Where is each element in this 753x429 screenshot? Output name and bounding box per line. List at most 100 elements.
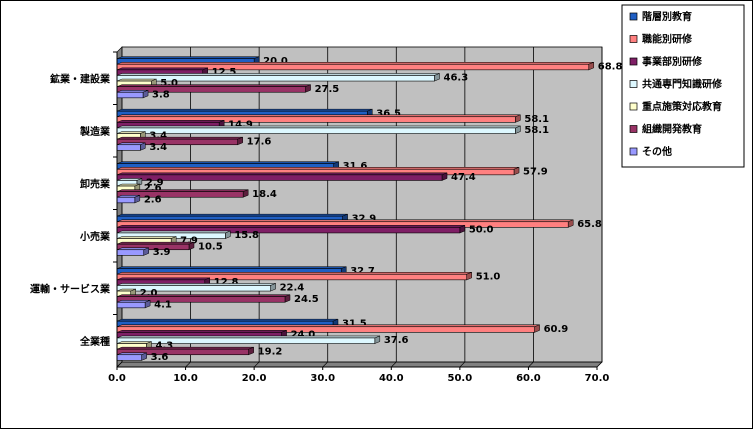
data-label: 4.1 [154,299,172,310]
floor-gridline [459,361,466,368]
data-label: 2.9 [146,178,164,189]
x-tick-label: 60.0 [516,373,541,384]
data-label: 17.6 [247,136,272,147]
legend-entry: 階層別教育 [642,10,692,23]
bar-top-face [116,213,348,217]
legend-entry: 共通専門知識研修 [642,78,723,91]
x-tick-label: 40.0 [379,373,404,384]
data-label: 18.4 [252,189,277,200]
bar-top-face [116,78,157,82]
bar-top-face [116,167,520,170]
bar [116,196,136,204]
legend-swatch [629,125,638,133]
data-label: 3.6 [151,352,169,363]
category-label: 小売業 [79,230,111,243]
data-label: 58.1 [524,114,549,125]
legend-swatch [629,102,638,111]
bar-top-face [116,62,594,65]
category-label: 卸売業 [80,177,111,190]
data-label: 2.6 [144,194,162,205]
legend-box [621,4,745,168]
data-label: 3.4 [149,142,167,153]
data-label: 36.5 [376,108,401,119]
data-label: 20.0 [263,56,288,67]
data-label: 37.6 [384,335,409,346]
data-label: 58.1 [524,125,549,136]
bar-top-face [116,241,195,245]
data-label: 7.9 [180,236,198,247]
category-label: 鉱業・建設業 [50,72,111,85]
data-label: 12.5 [212,67,237,78]
data-label: 3.4 [149,131,167,142]
data-label: 57.9 [523,166,548,177]
bar-top-face [116,189,249,192]
floor-gridline [253,361,260,368]
floor-gridline [322,361,328,368]
data-label: 32.7 [350,266,375,277]
data-label: 27.5 [315,84,340,95]
bar-top-face [116,108,373,112]
floor-gridline [528,361,534,368]
data-label: 47.4 [451,172,476,183]
floor-gridline [596,361,603,368]
legend-swatch [629,80,638,88]
bar-top-face [116,136,243,140]
legend-entry: 組織開発教育 [642,123,702,136]
data-label: 12.8 [214,277,239,288]
data-label: 3.8 [152,89,170,100]
data-label: 32.9 [352,213,377,224]
data-label: 19.2 [258,346,283,357]
bar [116,301,146,309]
bar-top-face [116,230,231,234]
data-label: 31.6 [343,161,368,172]
legend-swatch [629,57,638,66]
data-label: 31.5 [342,318,367,329]
data-label: 68.8 [598,61,623,72]
bar-top-face [116,225,465,228]
data-label: 10.5 [198,241,223,252]
x-tick-label: 10.0 [173,373,198,384]
bar-top-face [116,84,311,87]
bar-top-face [116,73,440,76]
data-label: 60.9 [544,324,569,335]
legend-entry: 重点施策対応教育 [642,100,722,113]
legend-entry: 事業部別研修 [642,55,703,68]
data-label: 24.5 [294,294,319,305]
bar-top-face [116,114,521,117]
data-label: 65.8 [577,219,602,230]
bar-top-face [116,125,521,129]
data-label: 3.9 [153,247,171,258]
data-label: 2.6 [144,183,162,194]
bar-top-face [116,67,208,71]
data-label: 50.0 [469,224,494,235]
data-label: 5.0 [160,78,178,89]
bar [116,354,142,361]
bar-top-face [116,120,225,123]
bar [116,174,443,181]
x-tick-label: 50.0 [448,373,473,384]
data-label: 46.3 [443,73,468,84]
legend-entry: その他 [642,145,672,158]
legend-entry: 職能別研修 [642,33,693,46]
x-tick-label: 20.0 [242,373,267,384]
bar-top-face [116,172,448,176]
floor-gridline [391,361,397,368]
data-label: 2.0 [140,288,158,299]
data-label: 15.8 [234,230,259,241]
floor-gridline [185,361,191,368]
category-label: 全業種 [79,335,110,348]
x-tick-label: 30.0 [310,373,335,384]
bar [116,144,141,151]
legend-swatch [629,12,638,21]
category-label: 運輸・サービス業 [30,282,111,295]
data-label: 22.4 [280,283,305,294]
category-label: 製造業 [79,125,111,138]
bar [116,249,145,256]
bar [116,91,144,99]
bar-top-face [116,161,339,164]
bar-top-face [116,236,177,239]
x-tick-label: 70.0 [585,373,610,384]
x-tick-label: 0.0 [108,373,126,384]
bar [116,127,516,134]
legend-swatch [629,147,638,156]
